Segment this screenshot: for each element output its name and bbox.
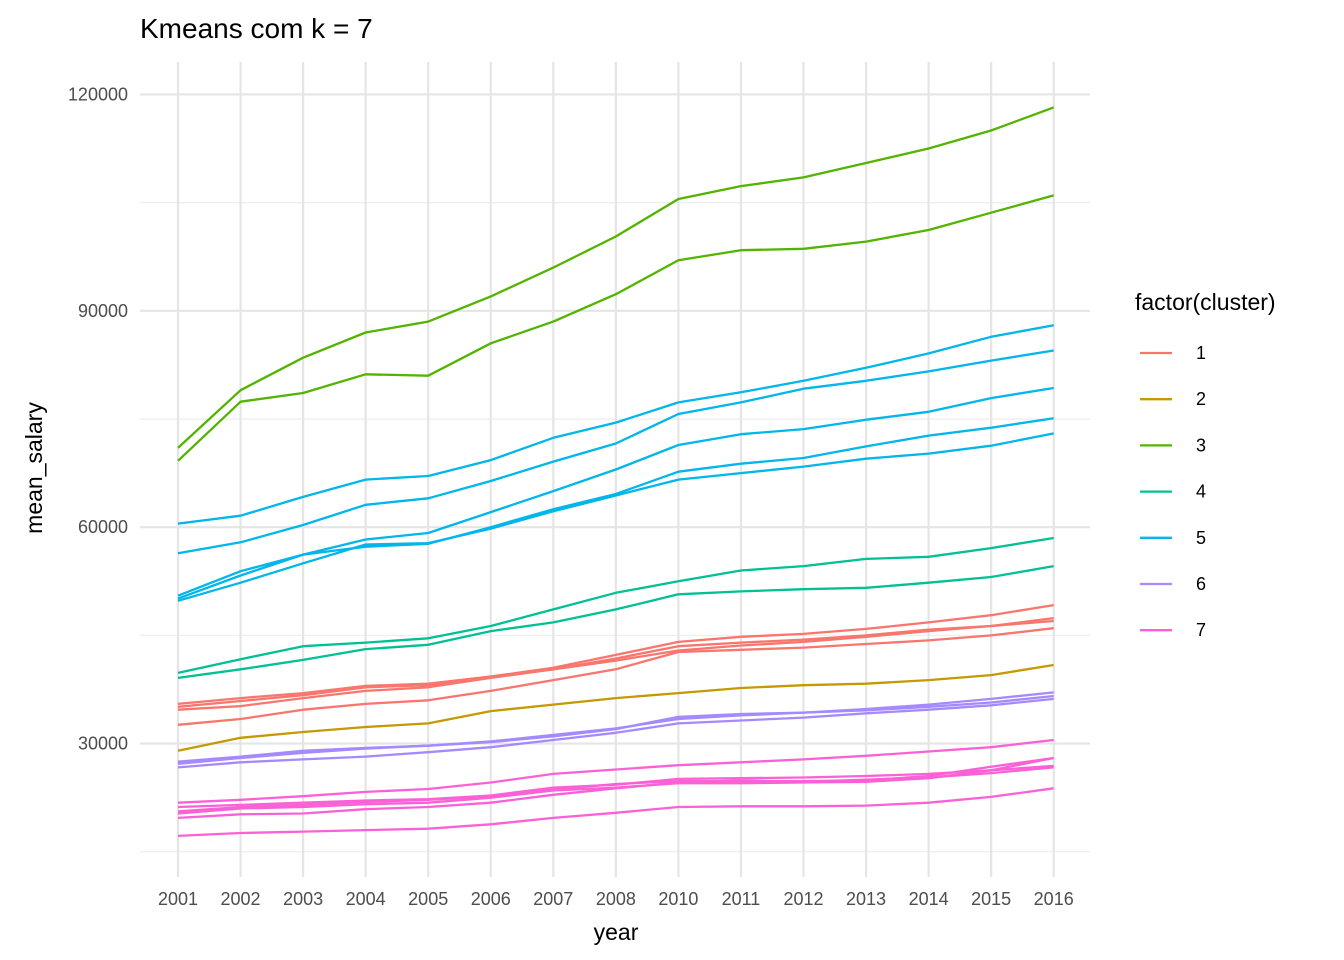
series-line-cluster-1 [177,619,1054,711]
series-line-cluster-1 [177,616,1054,706]
x-tick-label: 2011 [722,889,761,909]
series-line-cluster-4 [177,536,1054,675]
series-line-cluster-6 [177,694,1054,765]
x-tick-label: 2013 [846,889,886,909]
x-tick-label: 2001 [158,889,198,909]
y-tick-label: 60000 [78,517,128,537]
y-tick-label: 30000 [78,734,128,754]
series-line-cluster-5 [177,349,1054,555]
chart-title: Kmeans com k = 7 [140,13,373,44]
legend-label-2: 2 [1196,389,1206,409]
series-line-cluster-5 [177,386,1054,597]
legend-title: factor(cluster) [1135,289,1276,315]
series-line-cluster-4 [177,564,1054,680]
series-line-cluster-3 [177,106,1055,449]
series-line-cluster-7 [177,766,1054,820]
series-line-cluster-7 [177,738,1054,804]
x-axis-ticks: 2001 2002 2003 2004 2005 2006 2007 2008 2010 2011… [158,889,1074,909]
legend: factor(cluster) 1 2 3 4 5 6 7 [1135,289,1276,640]
series-line-cluster-3 [177,194,1055,462]
x-tick-label: 2004 [346,889,386,909]
series-line-cluster-1 [177,627,1054,726]
x-axis-title: year [594,919,639,945]
legend-items: 1 2 3 4 5 6 7 [1140,343,1206,640]
x-tick-label: 2010 [658,889,698,909]
x-tick-label: 2008 [596,889,636,909]
x-tick-label: 2005 [408,889,448,909]
legend-label-3: 3 [1196,435,1206,455]
y-axis-ticks: 30000 60000 90000 120000 [68,84,128,753]
x-tick-label: 2003 [283,889,323,909]
grid-major [140,62,1090,877]
x-tick-label: 2016 [1034,889,1074,909]
legend-label-6: 6 [1196,574,1206,594]
legend-label-5: 5 [1196,528,1206,548]
series-layer [177,106,1055,838]
legend-label-7: 7 [1196,620,1206,640]
x-tick-label: 2007 [533,889,573,909]
y-tick-label: 90000 [78,301,128,321]
series-line-cluster-7 [177,787,1054,838]
x-tick-label: 2014 [909,889,949,909]
series-line-cluster-5 [177,324,1054,525]
x-tick-label: 2002 [221,889,261,909]
x-tick-label: 2006 [471,889,511,909]
y-axis-title: mean_salary [21,402,47,534]
series-line-cluster-2 [177,663,1054,752]
series-line-cluster-6 [177,697,1054,769]
series-line-cluster-5 [177,417,1054,600]
series-line-cluster-5 [177,432,1054,602]
x-tick-label: 2015 [971,889,1011,909]
legend-label-1: 1 [1196,343,1206,363]
x-tick-label: 2012 [783,889,823,909]
y-tick-label: 120000 [68,84,128,104]
series-line-cluster-1 [177,603,1054,708]
legend-label-4: 4 [1196,482,1206,502]
